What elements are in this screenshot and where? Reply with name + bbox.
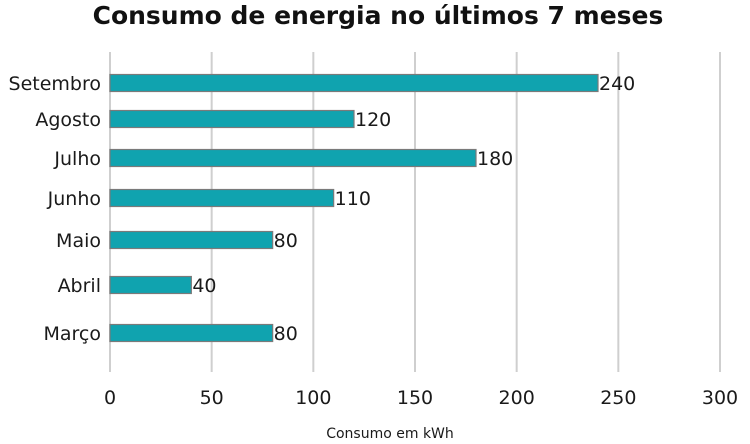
data-label: 80 — [274, 323, 298, 345]
bars — [109, 73, 599, 343]
data-label: 110 — [335, 188, 371, 210]
data-label: 120 — [355, 109, 391, 131]
x-tick-label: 100 — [295, 387, 331, 409]
bar-abril — [109, 275, 192, 295]
chart-title: Consumo de energia no últimos 7 meses — [93, 1, 664, 30]
bar-maio — [109, 230, 274, 250]
x-tick-label: 50 — [200, 387, 224, 409]
category-label: Março — [43, 323, 101, 345]
x-axis-ticks: 0 50 100 150 200 250 300 — [104, 387, 738, 409]
data-label: 240 — [599, 73, 635, 95]
x-tick-label: 150 — [397, 387, 433, 409]
data-label: 80 — [274, 230, 298, 252]
category-label: Setembro — [9, 73, 101, 95]
x-tick-label: 300 — [702, 387, 738, 409]
x-axis-title: Consumo em kWh — [326, 426, 454, 442]
category-label: Abril — [58, 275, 101, 297]
bar-junho — [109, 188, 335, 208]
x-tick-label: 200 — [499, 387, 535, 409]
x-tick-label: 0 — [104, 387, 116, 409]
category-label: Junho — [47, 188, 101, 210]
labels: Setembro 240 Agosto 120 Julho 180 Junho 110 Maio… — [9, 73, 636, 345]
data-label: 180 — [477, 148, 513, 170]
bar-março — [109, 323, 274, 343]
category-label: Agosto — [35, 109, 101, 131]
bar-agosto — [109, 109, 355, 129]
category-label: Maio — [56, 230, 101, 252]
bar-julho — [109, 148, 477, 168]
x-tick-label: 250 — [600, 387, 636, 409]
data-label: 40 — [192, 275, 216, 297]
category-label: Julho — [53, 148, 101, 170]
bar-setembro — [109, 73, 599, 93]
gridlines — [109, 52, 721, 372]
